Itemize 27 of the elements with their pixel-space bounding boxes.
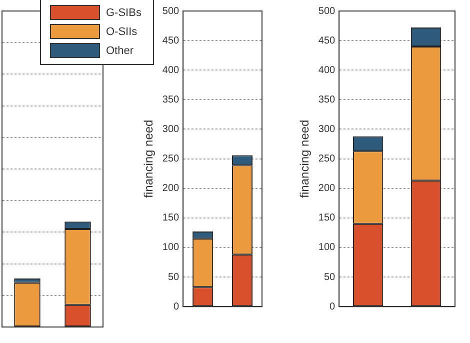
y-tick-label: 400	[162, 64, 180, 76]
y-tick-label: 0	[330, 301, 336, 312]
y-tick-label: 250	[162, 154, 180, 165]
y-tick-label: 100	[318, 242, 336, 254]
y-tick-label: 50	[324, 272, 336, 283]
y-tick-label: 500	[162, 6, 180, 17]
y-tick-label: 450	[318, 35, 336, 46]
y-tick-label: 400	[318, 64, 336, 76]
legend-label: G-SIBs	[106, 6, 142, 18]
y-tick-label: 50	[168, 272, 180, 283]
y-tick-label: 200	[162, 183, 180, 194]
y-tick-label: 100	[162, 242, 180, 254]
y-tick-label: 450	[162, 35, 180, 46]
y-tick-label: 350	[318, 94, 336, 106]
y-tick-label: 250	[318, 154, 336, 165]
y-axis-title: financing need	[298, 120, 312, 198]
y-tick-label: 500	[318, 6, 336, 17]
y-tick-label: 150	[162, 212, 180, 224]
y-axis-title: financing need	[142, 120, 156, 198]
legend-label: Other	[106, 44, 134, 56]
y-tick-label: 200	[318, 183, 336, 194]
legend-label: O-SIIs	[106, 26, 138, 38]
y-tick-label: 300	[162, 124, 180, 135]
y-tick-label: 350	[162, 94, 180, 106]
y-tick-label: 0	[174, 301, 180, 312]
y-tick-label: 300	[318, 124, 336, 135]
y-tick-label: 150	[318, 212, 336, 224]
